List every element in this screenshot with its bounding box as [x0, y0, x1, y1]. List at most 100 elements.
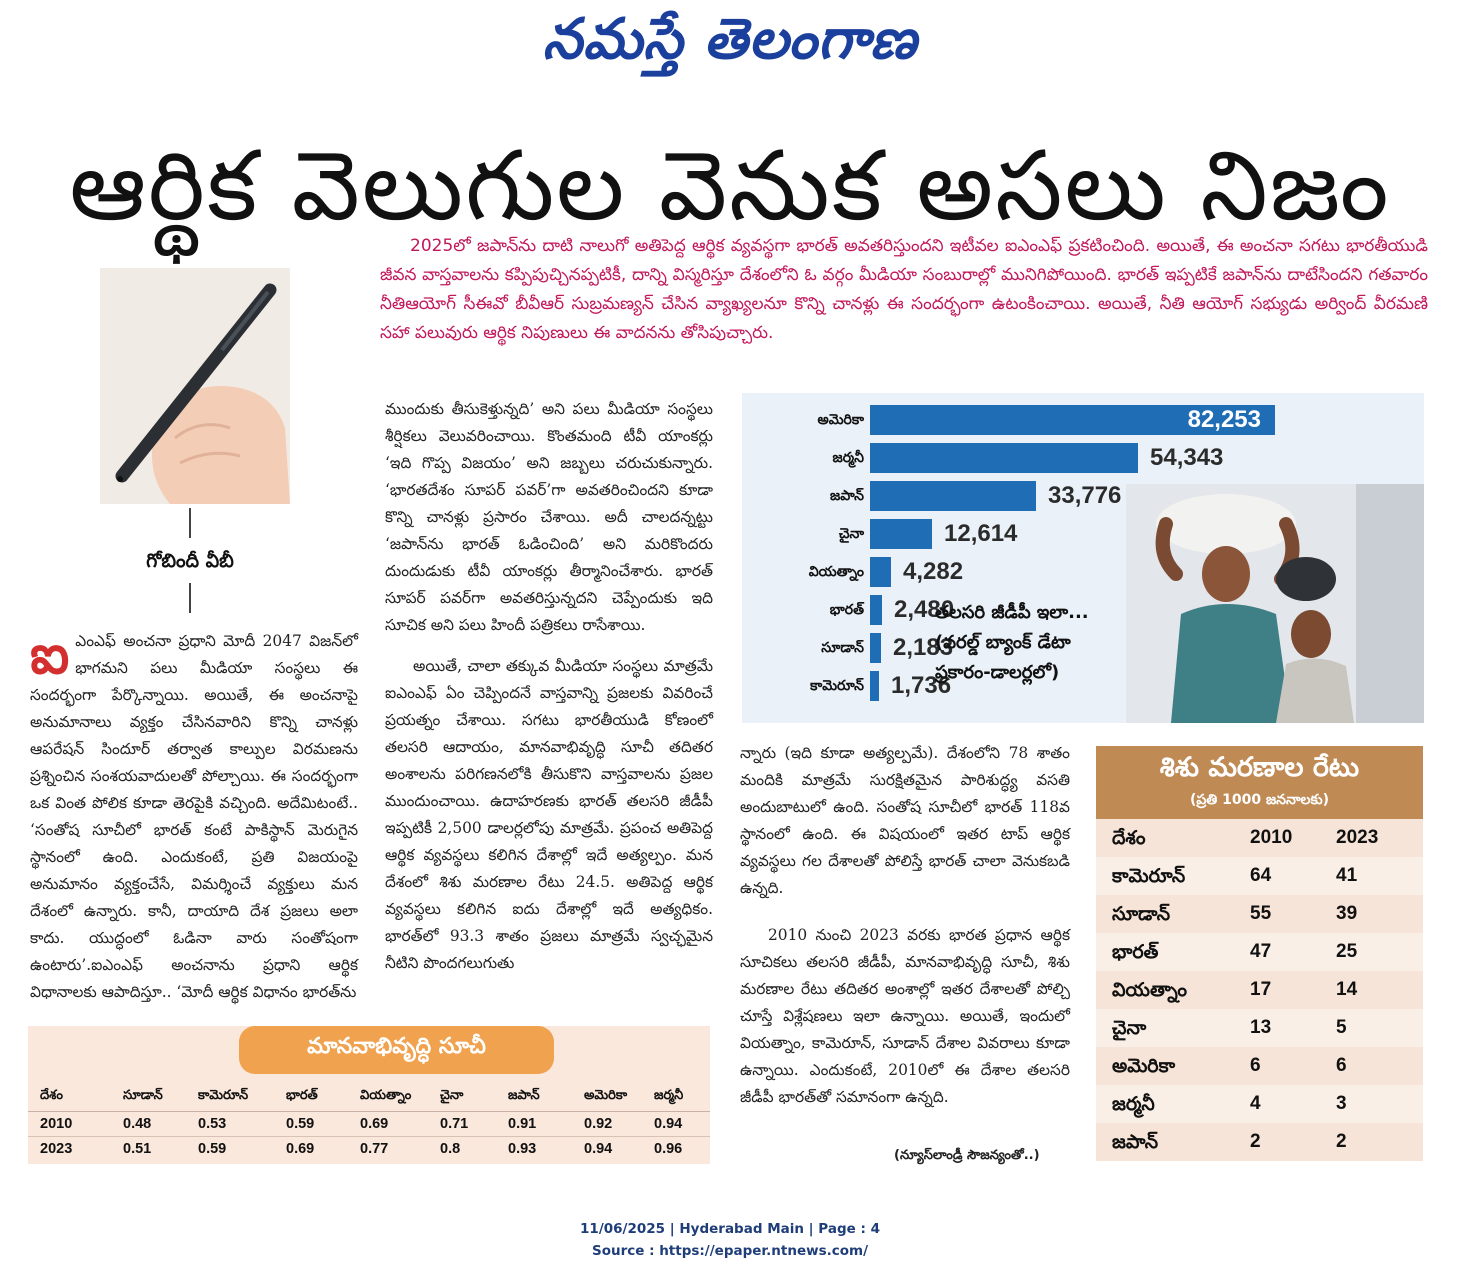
- gdp-row: వియత్నాం 4,282: [742, 557, 1424, 587]
- table-cell: 6: [1336, 1055, 1347, 1076]
- table-cell: 0.91: [508, 1116, 537, 1132]
- table-cell: 0.8: [440, 1141, 461, 1157]
- gdp-bar: [870, 671, 879, 701]
- masthead: నమస్తే తెలంగాణ: [542, 6, 918, 72]
- table-cell: 3: [1336, 1093, 1347, 1114]
- table-cell: 6: [1250, 1055, 1261, 1076]
- table-header-cell: దేశం: [1112, 827, 1146, 849]
- table-row: కామెరూన్ 64 41: [1096, 857, 1423, 895]
- table-header-cell: సూడాన్: [123, 1088, 163, 1103]
- gdp-bar: [870, 595, 882, 625]
- gdp-chart-caption: తలసరి జీడీపీ ఇలా... (వరల్డ్ బ్యాంక్ డేటా…: [935, 602, 1089, 683]
- gdp-row: భారత్ 2,480: [742, 595, 1424, 625]
- table-cell: 2: [1250, 1131, 1261, 1152]
- hdi-grid: దేశం సూడాన్ కామెరూన్ భారత్ వియత్నాం చైనా జపాన్…: [28, 1081, 710, 1161]
- column-3-paragraph-1: న్నారు (ఇది కూడా అత్యల్పమే). దేశంలోని 78…: [740, 744, 1070, 897]
- byline: గోబిందీ వీబీ: [146, 550, 234, 572]
- table-cell: 47: [1250, 941, 1272, 962]
- gdp-bar-label: అమెరికా: [817, 412, 864, 428]
- table-cell: సూడాన్: [1112, 903, 1171, 925]
- table-row: జపాన్ 2 2: [1096, 1123, 1423, 1161]
- gdp-value-label: 54,343: [1150, 444, 1224, 471]
- column-2-paragraph-2: అయితే, చాలా తక్కువ మీడియా సంస్థలు మాత్రమ…: [385, 657, 713, 972]
- table-cell: 0.92: [584, 1116, 613, 1132]
- table-row: చైనా 13 5: [1096, 1009, 1423, 1047]
- gdp-bar-label: జపాన్: [830, 488, 864, 504]
- table-cell: 0.59: [286, 1116, 315, 1132]
- table-row: 2010 0.48 0.53 0.59 0.69 0.71 0.91 0.92 0.94: [28, 1112, 710, 1137]
- table-header-cell: చైనా: [440, 1088, 464, 1103]
- infant-mortality-rows: కామెరూన్ 64 41 సూడాన్ 55 39 భారత్ 47 25 వియత్నాం 1…: [1096, 857, 1423, 1161]
- gdp-row: చైనా 12,614: [742, 519, 1424, 549]
- footer-source-line: Source : https://epaper.ntnews.com/: [591, 1243, 869, 1259]
- table-row: అమెరికా 6 6: [1096, 1047, 1423, 1085]
- gdp-bar-label: కామెరూన్: [810, 678, 864, 694]
- table-cell: 2023: [40, 1141, 73, 1157]
- hand-holding-pen-photo: [100, 268, 290, 504]
- gdp-bar-label: వియత్నాం: [808, 564, 864, 580]
- page-footer: 11/06/2025 | Hyderabad Main | Page : 4 S…: [0, 1218, 1460, 1262]
- infant-mortality-title: శిశు మరణాల రేటు: [1096, 746, 1423, 792]
- gdp-bar-label: భారత్: [829, 602, 864, 618]
- article-column-3: న్నారు (ఇది కూడా అత్యల్పమే). దేశంలోని 78…: [740, 740, 1070, 1125]
- table-row: భారత్ 47 25: [1096, 933, 1423, 971]
- gdp-bar-label: జర్మనీ: [832, 450, 864, 466]
- gdp-bar-label: సూడాన్: [821, 640, 864, 656]
- headline: ఆర్థిక వెలుగుల వెనుక అసలు నిజం: [69, 130, 1391, 242]
- gdp-bar: [870, 405, 1275, 435]
- hdi-table: మానవాభివృద్ధి సూచీ దేశం సూడాన్ కామెరూన్ భార…: [28, 1026, 710, 1164]
- table-header-cell: వియత్నాం: [360, 1088, 412, 1103]
- table-cell: 0.69: [360, 1116, 389, 1132]
- table-header-cell: జపాన్: [508, 1088, 540, 1103]
- article-column-2: ముందుకు తీసుకెళ్తున్నది’ అని పలు మీడియా …: [385, 396, 713, 991]
- table-cell: 64: [1250, 865, 1272, 886]
- table-cell: 0.53: [198, 1116, 227, 1132]
- table-cell: 0.93: [508, 1141, 537, 1157]
- table-cell: 0.77: [360, 1141, 389, 1157]
- gdp-bar: [870, 519, 932, 549]
- table-cell: జర్మనీ: [1112, 1093, 1155, 1115]
- table-header-cell: అమెరికా: [584, 1088, 628, 1103]
- table-cell: వియత్నాం: [1112, 979, 1188, 1001]
- table-header-cell: జర్మనీ: [654, 1088, 684, 1103]
- table-cell: 0.51: [123, 1141, 152, 1157]
- table-row: సూడాన్ 55 39: [1096, 895, 1423, 933]
- gdp-row: జర్మనీ 54,343: [742, 443, 1424, 473]
- table-cell: 4: [1250, 1093, 1261, 1114]
- table-cell: 5: [1336, 1017, 1347, 1038]
- table-cell: 17: [1250, 979, 1272, 1000]
- table-cell: భారత్: [1112, 941, 1159, 963]
- infant-mortality-table: శిశు మరణాల రేటు (ప్రతి 1000 జననాలకు) దేశ…: [1096, 746, 1423, 1161]
- table-cell: 2: [1336, 1131, 1347, 1152]
- gdp-row: కామెరూన్ 1,736: [742, 671, 1424, 701]
- table-header-cell: 2023: [1336, 827, 1379, 848]
- gdp-value-label: 1,736: [891, 672, 952, 699]
- hdi-title: మానవాభివృద్ధి సూచీ: [239, 1026, 554, 1074]
- table-row: వియత్నాం 17 14: [1096, 971, 1423, 1009]
- table-cell: 0.94: [654, 1116, 683, 1132]
- gdp-bar: [870, 443, 1138, 473]
- table-cell: 0.59: [198, 1141, 227, 1157]
- table-cell: 14: [1336, 979, 1358, 1000]
- gdp-value-label: 12,614: [944, 520, 1018, 547]
- table-header-row: దేశం 2010 2023: [1096, 819, 1423, 857]
- column-1-text: ఎంఎఫ్ అంచనా ప్రధాని మోదీ 2047 విజన్‌లో భ…: [30, 632, 358, 1001]
- table-cell: 0.94: [584, 1141, 613, 1157]
- table-row: జర్మనీ 4 3: [1096, 1085, 1423, 1123]
- gdp-row: సూడాన్ 2,183: [742, 633, 1424, 663]
- column-2-paragraph-1: ముందుకు తీసుకెళ్తున్నది’ అని పలు మీడియా …: [385, 400, 713, 634]
- column-3-paragraph-2: 2010 నుంచి 2023 వరకు భారత ప్రధాన ఆర్థిక …: [740, 926, 1070, 1106]
- gdp-value-label: 2,480: [894, 596, 955, 623]
- gdp-bar: [870, 481, 1036, 511]
- table-cell: చైనా: [1112, 1017, 1147, 1039]
- table-header-cell: కామెరూన్: [198, 1088, 249, 1103]
- gdp-row: అమెరికా 82,253: [742, 405, 1424, 435]
- infant-mortality-subtitle: (ప్రతి 1000 జననాలకు): [1096, 792, 1423, 819]
- table-cell: 13: [1250, 1017, 1272, 1038]
- table-cell: 0.69: [286, 1141, 315, 1157]
- table-header-cell: 2010: [1250, 827, 1293, 848]
- gdp-row: జపాన్ 33,776: [742, 481, 1424, 511]
- table-cell: 25: [1336, 941, 1358, 962]
- gdp-value-label: 33,776: [1048, 482, 1122, 509]
- gdp-value-label: 4,282: [903, 558, 964, 585]
